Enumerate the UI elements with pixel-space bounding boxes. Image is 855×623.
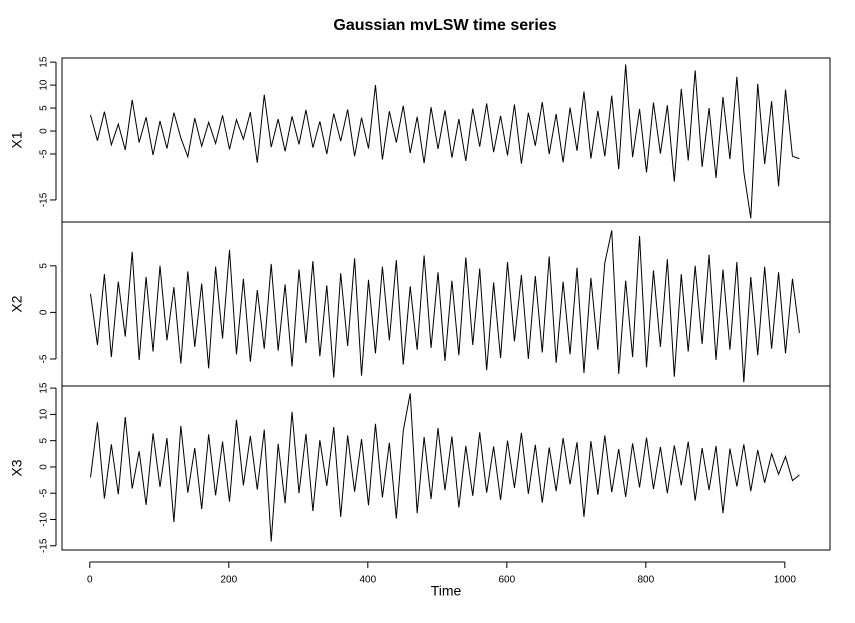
y-tick-label: -5 (39, 149, 50, 158)
y-tick-label: 5 (39, 437, 50, 443)
y-tick-label: 0 (39, 128, 50, 134)
x-tick-label: 0 (87, 575, 93, 586)
x-tick-label: 800 (637, 575, 654, 586)
y-tick-label: 0 (39, 464, 50, 470)
series-line (90, 230, 800, 383)
panel-frame (61, 221, 831, 387)
y-tick-label: 15 (39, 56, 50, 68)
y-tick-label: 10 (39, 79, 50, 91)
panel-frame (61, 57, 831, 223)
series-line (90, 64, 800, 219)
x-tick-label: 400 (359, 575, 376, 586)
y-axis-label: X2 (9, 295, 25, 312)
x-tick-label: 600 (498, 575, 515, 586)
y-tick-label: 0 (39, 309, 50, 315)
panel-frame (61, 385, 831, 551)
y-tick-label: -5 (39, 488, 50, 497)
y-tick-label: 5 (39, 105, 50, 111)
y-tick-label: -10 (39, 512, 50, 527)
x-axis-label: Time (431, 583, 462, 599)
y-tick-label: -5 (39, 354, 50, 363)
y-tick-label: -15 (39, 538, 50, 553)
x-tick-label: 1000 (774, 575, 797, 586)
series-line (90, 393, 800, 542)
y-axis-label: X3 (9, 459, 25, 476)
y-axis-label: X1 (9, 131, 25, 148)
y-tick-label: -15 (39, 192, 50, 207)
y-tick-label: 5 (39, 263, 50, 269)
y-tick-label: 15 (39, 382, 50, 394)
chart-title: Gaussian mvLSW time series (333, 17, 556, 34)
x-tick-label: 200 (220, 575, 237, 586)
y-tick-label: 10 (39, 408, 50, 420)
